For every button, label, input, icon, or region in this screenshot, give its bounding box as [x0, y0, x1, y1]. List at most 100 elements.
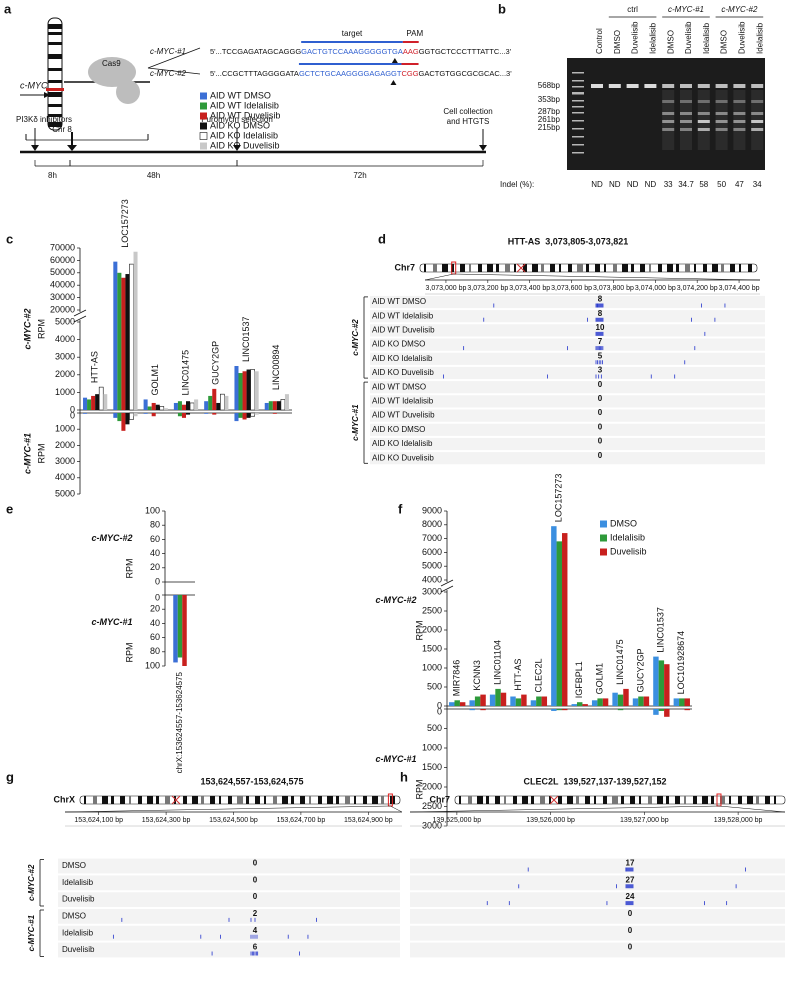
- chromosome-band: [48, 104, 62, 107]
- bar: [556, 709, 563, 711]
- group-label: c-MYC-#1: [668, 5, 704, 14]
- axis-label: RPM: [124, 643, 134, 663]
- bar: [181, 404, 186, 410]
- ideogram-band: [165, 796, 170, 804]
- guide-name: c-MYC-#1: [150, 47, 186, 56]
- ideogram-band: [291, 796, 294, 804]
- ideogram-band: [684, 796, 686, 804]
- track-row: [410, 942, 785, 958]
- gel-band: [751, 120, 764, 123]
- junction-count: 0: [598, 451, 603, 460]
- duration-label: 48h: [147, 171, 160, 180]
- ideogram-band: [622, 264, 628, 272]
- bar: [143, 399, 148, 410]
- bar: [117, 272, 122, 410]
- legend-swatch: [600, 520, 607, 528]
- chromosome: [47, 17, 63, 131]
- bar: [495, 688, 501, 706]
- pane-label: c-MYC-#2: [22, 308, 32, 349]
- gel-band: [733, 112, 746, 115]
- ideogram-band: [631, 264, 634, 272]
- ideogram-band: [495, 796, 500, 804]
- y-tick-label: 20: [150, 604, 160, 614]
- zoom-line: [390, 805, 403, 813]
- arrow-head: [479, 145, 487, 151]
- bar: [182, 595, 187, 666]
- ruler-label: 3,074,000 bp: [635, 285, 676, 292]
- x-tick-label: LOC101928674: [676, 631, 686, 695]
- size-label: 568bp: [538, 81, 561, 90]
- ideogram-band: [372, 796, 378, 804]
- ideogram-band: [711, 796, 714, 804]
- bar: [673, 698, 680, 706]
- ideogram-band: [273, 796, 277, 804]
- gel-band: [697, 100, 710, 103]
- bar: [489, 694, 496, 706]
- lane-label: Idelalisib: [649, 22, 658, 54]
- bar: [280, 399, 286, 411]
- ideogram-band: [702, 796, 708, 804]
- axis-label: RPM: [414, 780, 424, 800]
- bar: [177, 595, 183, 658]
- ruler-label: 3,074,400 bp: [719, 285, 760, 292]
- junction-count: 0: [628, 909, 633, 918]
- y-tick-label: 4000: [422, 574, 442, 584]
- row-label: Duvelisib: [62, 945, 95, 954]
- bar: [653, 656, 659, 706]
- lane-label: Control: [595, 28, 604, 54]
- ideogram-band: [658, 264, 662, 272]
- zoom-line: [718, 805, 786, 813]
- ideogram-band: [282, 796, 288, 804]
- ruler-label: 3,074,200 bp: [677, 285, 718, 292]
- legend-swatch: [200, 142, 207, 150]
- lane-label: Duvelisib: [684, 21, 693, 54]
- y-tick-label: 0: [70, 404, 75, 414]
- x-tick-label: HTT-AS: [513, 659, 523, 691]
- y-tick-label: 0: [437, 706, 442, 716]
- lane-label: DMSO: [666, 30, 675, 54]
- ideogram-band: [183, 796, 187, 804]
- x-tick-label: LINC01537: [241, 316, 251, 362]
- gel-band: [715, 120, 728, 123]
- bar: [216, 402, 221, 410]
- chromosome-band: [48, 68, 62, 71]
- legend-label: AID KO Duvelisib: [210, 140, 280, 150]
- duration-label: 8h: [48, 171, 57, 180]
- ideogram-band: [676, 264, 679, 272]
- y-tick-label: 9000: [422, 505, 442, 515]
- gene-label: c-MYC: [20, 80, 48, 90]
- bar: [541, 696, 548, 706]
- gel-band: [733, 120, 746, 123]
- bar: [163, 408, 168, 410]
- junction-count: 0: [253, 859, 258, 868]
- bar: [264, 402, 269, 410]
- row-label: Duvelisib: [62, 895, 95, 904]
- gel-band: [751, 112, 764, 115]
- cas9-label: Cas9: [102, 59, 121, 68]
- bar: [530, 700, 537, 706]
- ruler-label: 139,525,000 bp: [433, 817, 482, 824]
- ideogram-band: [667, 264, 673, 272]
- bar: [234, 413, 239, 422]
- ladder-band: [572, 106, 584, 108]
- bar: [212, 388, 217, 410]
- event-label: and HTGTS: [447, 117, 490, 126]
- ideogram-band: [550, 264, 555, 272]
- track-row: [58, 892, 400, 907]
- chromosome-band: [48, 114, 62, 117]
- y-tick-label: 80: [150, 520, 160, 530]
- track-row: [370, 437, 765, 451]
- centromere: [516, 263, 526, 273]
- track-row: [58, 942, 400, 958]
- ideogram-band: [478, 264, 482, 272]
- gel-band: [751, 128, 764, 131]
- ideogram-band: [505, 264, 510, 272]
- ideogram-band: [685, 264, 690, 272]
- y-tick-label: 80: [150, 646, 160, 656]
- ideogram-band: [477, 796, 483, 804]
- ideogram-band: [559, 264, 561, 272]
- gel-band: [680, 100, 692, 103]
- gel-band: [680, 112, 692, 115]
- ladder-band: [572, 128, 584, 130]
- bar: [679, 698, 685, 706]
